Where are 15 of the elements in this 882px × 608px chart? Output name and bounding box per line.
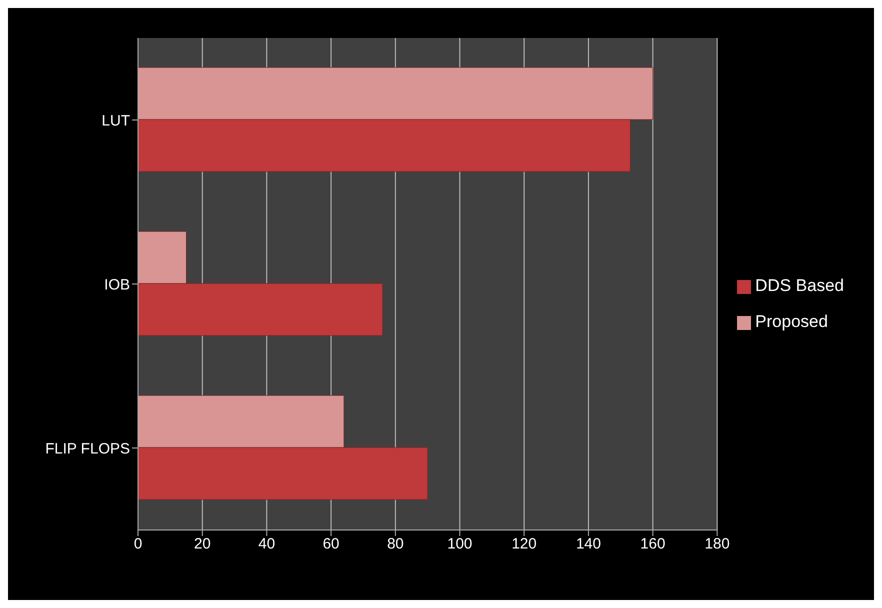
x-tick-label: 100 (447, 536, 472, 553)
x-tick-label: 180 (704, 536, 730, 553)
x-tick-label: 60 (322, 536, 340, 553)
y-tick-label: IOB (104, 276, 130, 294)
legend-label: Proposed (755, 312, 828, 331)
y-tick-label: LUT (102, 112, 130, 130)
legend-label: DDS Based (755, 276, 844, 295)
x-tick-label: 160 (640, 536, 666, 553)
x-tick-label: 40 (258, 536, 276, 553)
y-tick-label: FLIP FLOPS (45, 440, 130, 458)
x-tick-label: 120 (512, 536, 537, 553)
x-tick-label: 140 (576, 536, 601, 553)
x-tick-label: 20 (194, 536, 211, 553)
x-tick-label: 0 (134, 536, 142, 553)
x-tick-label: 80 (387, 536, 404, 553)
